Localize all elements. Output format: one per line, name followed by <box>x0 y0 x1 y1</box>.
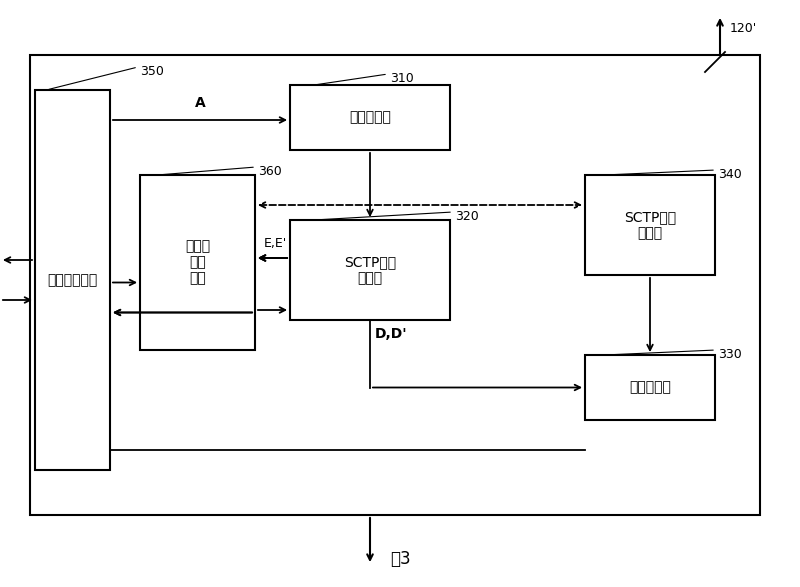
Text: 图3: 图3 <box>390 550 410 568</box>
Text: 360: 360 <box>258 165 282 178</box>
Bar <box>585 175 715 275</box>
Text: 340: 340 <box>718 168 742 181</box>
Text: 一致性
检验
单元: 一致性 检验 单元 <box>185 239 210 286</box>
Bar <box>290 85 450 150</box>
Text: 310: 310 <box>390 72 414 85</box>
Text: 发送缓冲器: 发送缓冲器 <box>349 110 391 124</box>
Text: 350: 350 <box>140 65 164 78</box>
Bar <box>30 55 760 515</box>
Text: A: A <box>194 96 206 110</box>
Text: 320: 320 <box>455 210 478 223</box>
Text: 备份接口单元: 备份接口单元 <box>47 273 98 287</box>
Text: 120': 120' <box>730 22 758 35</box>
Text: SCTP发送
处理器: SCTP发送 处理器 <box>344 255 396 285</box>
Text: 接收缓冲器: 接收缓冲器 <box>629 380 671 394</box>
Bar <box>290 220 450 320</box>
Text: E,E': E,E' <box>264 237 287 250</box>
Bar <box>35 90 110 470</box>
Text: D,D': D,D' <box>375 327 408 341</box>
Text: SCTP接收
处理器: SCTP接收 处理器 <box>624 210 676 240</box>
Bar <box>585 355 715 420</box>
Text: 330: 330 <box>718 348 742 361</box>
Bar <box>140 175 255 350</box>
